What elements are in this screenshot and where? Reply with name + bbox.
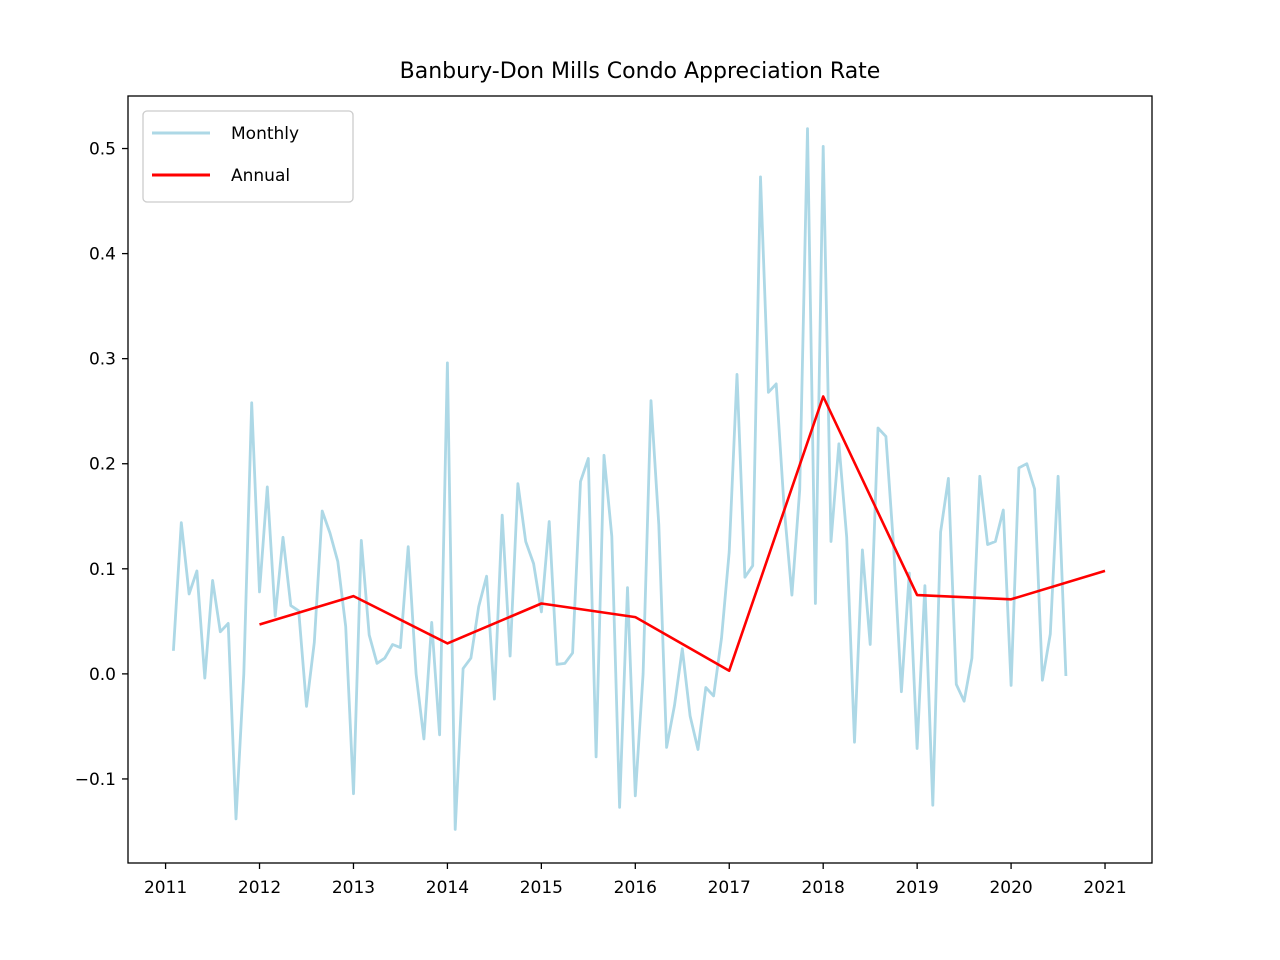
x-axis: 2011 2012 2013 2014 2015 2016 2017 2018 2019 2020…	[144, 863, 1127, 898]
x-tick-label: 2016	[614, 878, 657, 898]
series-line-monthly	[172, 127, 1068, 831]
y-axis: −0.1 0.0 0.1 0.2 0.3 0.4 0.5	[75, 140, 128, 790]
x-tick-label: 2011	[144, 878, 187, 898]
y-tick-label: 0.1	[89, 560, 116, 580]
y-tick-label: 0.5	[89, 140, 116, 160]
x-tick-label: 2017	[708, 878, 751, 898]
y-tick-label: 0.2	[89, 455, 116, 475]
x-tick-label: 2019	[896, 878, 939, 898]
legend: Monthly Annual	[142, 110, 354, 203]
x-tick-label: 2021	[1083, 878, 1126, 898]
y-tick-label: 0.4	[89, 245, 116, 265]
x-tick-label: 2013	[332, 878, 375, 898]
x-tick-label: 2018	[802, 878, 845, 898]
y-tick-label: −0.1	[75, 770, 116, 790]
series-layer	[172, 127, 1106, 831]
y-tick-label: 0.3	[89, 350, 116, 370]
plot-frame	[127, 95, 1153, 864]
y-tick-label: 0.0	[89, 665, 116, 685]
legend-label-monthly: Monthly	[231, 124, 299, 144]
legend-label-annual: Annual	[231, 166, 290, 186]
x-tick-label: 2014	[426, 878, 469, 898]
series-line-annual	[259, 395, 1106, 673]
x-tick-label: 2015	[520, 878, 563, 898]
x-tick-label: 2012	[238, 878, 281, 898]
x-tick-label: 2020	[989, 878, 1032, 898]
chart-title: Banbury-Don Mills Condo Appreciation Rat…	[400, 59, 881, 84]
